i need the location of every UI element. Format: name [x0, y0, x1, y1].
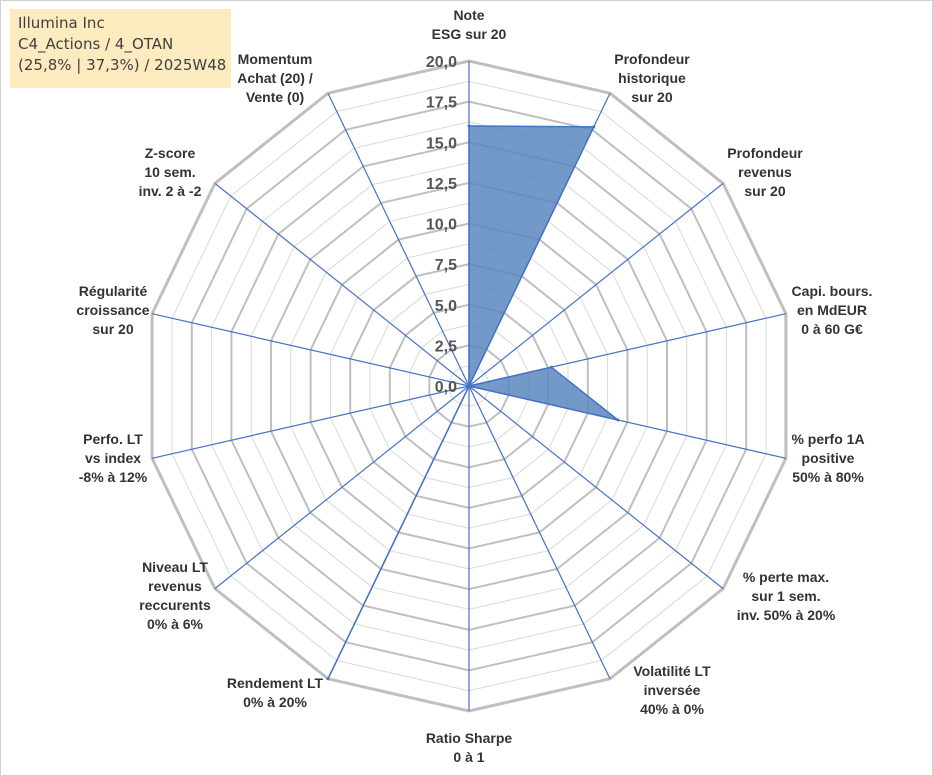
axis-label: Régularité: [79, 283, 148, 299]
axis-label: sur 1 sem.: [751, 588, 820, 604]
data-point: [326, 677, 330, 681]
axis-label: Achat (20) /: [237, 70, 313, 86]
info-stats: (25,8% | 37,3%) / 2025W48: [18, 56, 227, 74]
axis-label: inv. 50% à 20%: [737, 607, 836, 623]
axis-label-group: % perte max. sur 1 sem. inv. 50% à 20%: [737, 569, 836, 623]
axis-label: 0 à 1: [453, 749, 484, 765]
label-layer: Note ESG sur 20 Profondeur historique sur 20…: [76, 7, 872, 765]
axis-spoke: [468, 385, 724, 590]
axis-label: 50% à 80%: [792, 469, 864, 485]
axis-label-group: Z-score 10 sem. inv. 2 à -2: [139, 145, 202, 199]
tick-label: 20,0: [426, 54, 457, 71]
axis-spoke: [327, 92, 470, 387]
axis-label: 0 à 60 G€: [801, 321, 863, 337]
axis-label: sur 20: [744, 183, 785, 199]
axis-label: positive: [802, 450, 855, 466]
tick-label: 10,0: [426, 217, 457, 234]
axis-spoke: [214, 182, 470, 387]
tick-label: 7,5: [435, 257, 457, 274]
axis-spoke: [214, 385, 470, 590]
axis-label: croissance: [76, 302, 149, 318]
data-point: [467, 384, 471, 388]
axis-label-group: Ratio Sharpe 0 à 1: [426, 730, 513, 765]
axis-label: en MdEUR: [797, 302, 867, 318]
tick-layer: 0,0 2,5 5,0 7,5 10,0 12,5 15,0 17,5 20,0: [426, 54, 457, 396]
axis-label: Note: [453, 7, 484, 23]
data-point: [592, 125, 596, 129]
axis-label: ESG sur 20: [432, 26, 507, 42]
info-company-name: Illumina Inc: [18, 14, 105, 32]
axis-label-group: Niveau LT revenus reccurents 0% à 6%: [139, 559, 211, 632]
axis-label: -8% à 12%: [79, 469, 148, 485]
tick-label: 12,5: [426, 176, 457, 193]
axis-label: 0% à 6%: [147, 616, 204, 632]
axis-spoke: [151, 385, 470, 459]
axis-label: revenus: [148, 578, 202, 594]
axis-spoke: [468, 182, 724, 387]
axis-label: Volatilité LT: [633, 663, 711, 679]
axis-label-group: Momentum Achat (20) / Vente (0): [237, 51, 313, 105]
axis-label: % perte max.: [743, 569, 829, 585]
tick-label: 0,0: [435, 379, 457, 396]
axis-spoke: [468, 385, 611, 680]
data-point: [616, 418, 620, 422]
axis-label: revenus: [738, 164, 792, 180]
data-point: [549, 365, 553, 369]
axis-label: sur 20: [631, 89, 672, 105]
axis-label-group: Perfo. LT vs index -8% à 12%: [79, 431, 148, 485]
axis-label-group: Capi. bours. en MdEUR 0 à 60 G€: [792, 283, 873, 337]
axis-label: Capi. bours.: [792, 283, 873, 299]
axis-label: reccurents: [139, 597, 211, 613]
axis-label: inv. 2 à -2: [139, 183, 202, 199]
axis-label: vs index: [85, 450, 141, 466]
axis-label: historique: [618, 70, 686, 86]
axis-label: Z-score: [145, 145, 196, 161]
axis-label: Ratio Sharpe: [426, 730, 513, 746]
axis-label: Niveau LT: [142, 559, 208, 575]
axis-label: 40% à 0%: [640, 701, 704, 717]
axis-label: 0% à 20%: [243, 694, 307, 710]
axis-label-group: Profondeur historique sur 20: [614, 51, 690, 105]
axis-label-group: % perfo 1A positive 50% à 80%: [791, 431, 864, 485]
axis-label: Momentum: [238, 51, 313, 67]
series-layer: [326, 124, 620, 681]
tick-label: 2,5: [435, 338, 457, 355]
axis-label-group: Rendement LT 0% à 20%: [227, 675, 324, 710]
axis-label: Profondeur: [614, 51, 690, 67]
axis-label: 10 sem.: [144, 164, 195, 180]
axis-label: % perfo 1A: [791, 431, 864, 447]
data-point: [467, 124, 471, 128]
axis-label: Perfo. LT: [83, 431, 143, 447]
axis-label: Profondeur: [727, 145, 803, 161]
axis-label: sur 20: [92, 321, 133, 337]
axis-label: Vente (0): [246, 89, 304, 105]
info-portfolio: C4_Actions / 4_OTAN: [18, 35, 174, 53]
axis-spoke: [151, 313, 470, 387]
axis-label: inversée: [644, 682, 701, 698]
axis-label-group: Volatilité LT inversée 40% à 0%: [633, 663, 711, 717]
tick-label: 5,0: [435, 298, 457, 315]
tick-label: 15,0: [426, 135, 457, 152]
axis-label-group: Note ESG sur 20: [432, 7, 507, 42]
info-box: Illumina Inc C4_Actions / 4_OTAN (25,8% …: [10, 9, 231, 88]
series-area: [327, 125, 619, 680]
tick-label: 17,5: [426, 95, 457, 112]
axis-label-group: Régularité croissance sur 20: [76, 283, 149, 337]
axis-label-group: Profondeur revenus sur 20: [727, 145, 803, 199]
axis-label: Rendement LT: [227, 675, 324, 691]
